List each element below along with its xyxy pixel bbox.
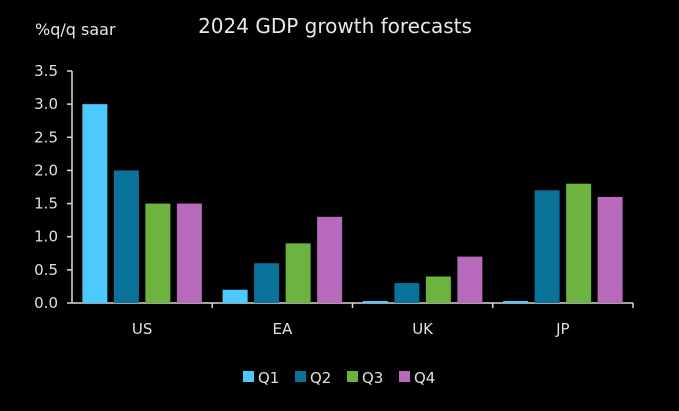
bar-jp-q4 [597,196,623,303]
legend-swatch-q2 [295,371,306,382]
bar-jp-q1 [503,301,529,303]
bar-uk-q1 [362,301,388,303]
y-axis-unit-label: %q/q saar [35,20,116,39]
legend-swatch-q3 [347,371,358,382]
y-tick-label: 3.0 [34,95,58,113]
bar-ea-q2 [254,263,280,303]
bar-uk-q2 [394,283,420,303]
bar-us-q2 [113,170,139,303]
bar-ea-q1 [222,289,248,303]
y-tick-label: 1.0 [34,228,58,246]
legend-swatch-q4 [399,371,410,382]
y-tick-label: 0.5 [34,261,58,279]
legend-swatch-q1 [243,371,254,382]
legend-label-q2: Q2 [310,369,331,387]
y-tick-label: 2.0 [34,161,58,179]
y-axis: 0.0 0.5 1.0 1.5 2.0 2.5 3.0 3.5 [34,62,73,312]
chart-title: 2024 GDP growth forecasts [198,14,472,38]
y-tick-label: 0.0 [34,294,58,312]
category-label-us: US [132,320,153,338]
bar-us-q4 [176,203,202,303]
legend-label-q1: Q1 [258,369,279,387]
bars [82,104,623,304]
category-label-ea: EA [273,320,293,338]
category-label-uk: UK [412,320,434,338]
x-axis: US EA UK JP [72,302,634,338]
legend: Q1 Q2 Q3 Q4 [243,369,435,387]
bar-ea-q3 [285,243,311,303]
bar-ea-q4 [317,216,343,303]
bar-jp-q2 [534,190,560,303]
category-label-jp: JP [555,320,569,338]
y-tick-label: 2.5 [34,128,58,146]
bar-uk-q4 [457,256,483,303]
bar-uk-q3 [425,276,451,303]
legend-label-q4: Q4 [414,369,435,387]
bar-us-q3 [145,203,171,303]
legend-label-q3: Q3 [362,369,383,387]
y-tick-label: 3.5 [34,62,58,80]
y-tick-label: 1.5 [34,195,58,213]
bar-jp-q3 [566,183,592,303]
bar-us-q1 [82,104,108,304]
